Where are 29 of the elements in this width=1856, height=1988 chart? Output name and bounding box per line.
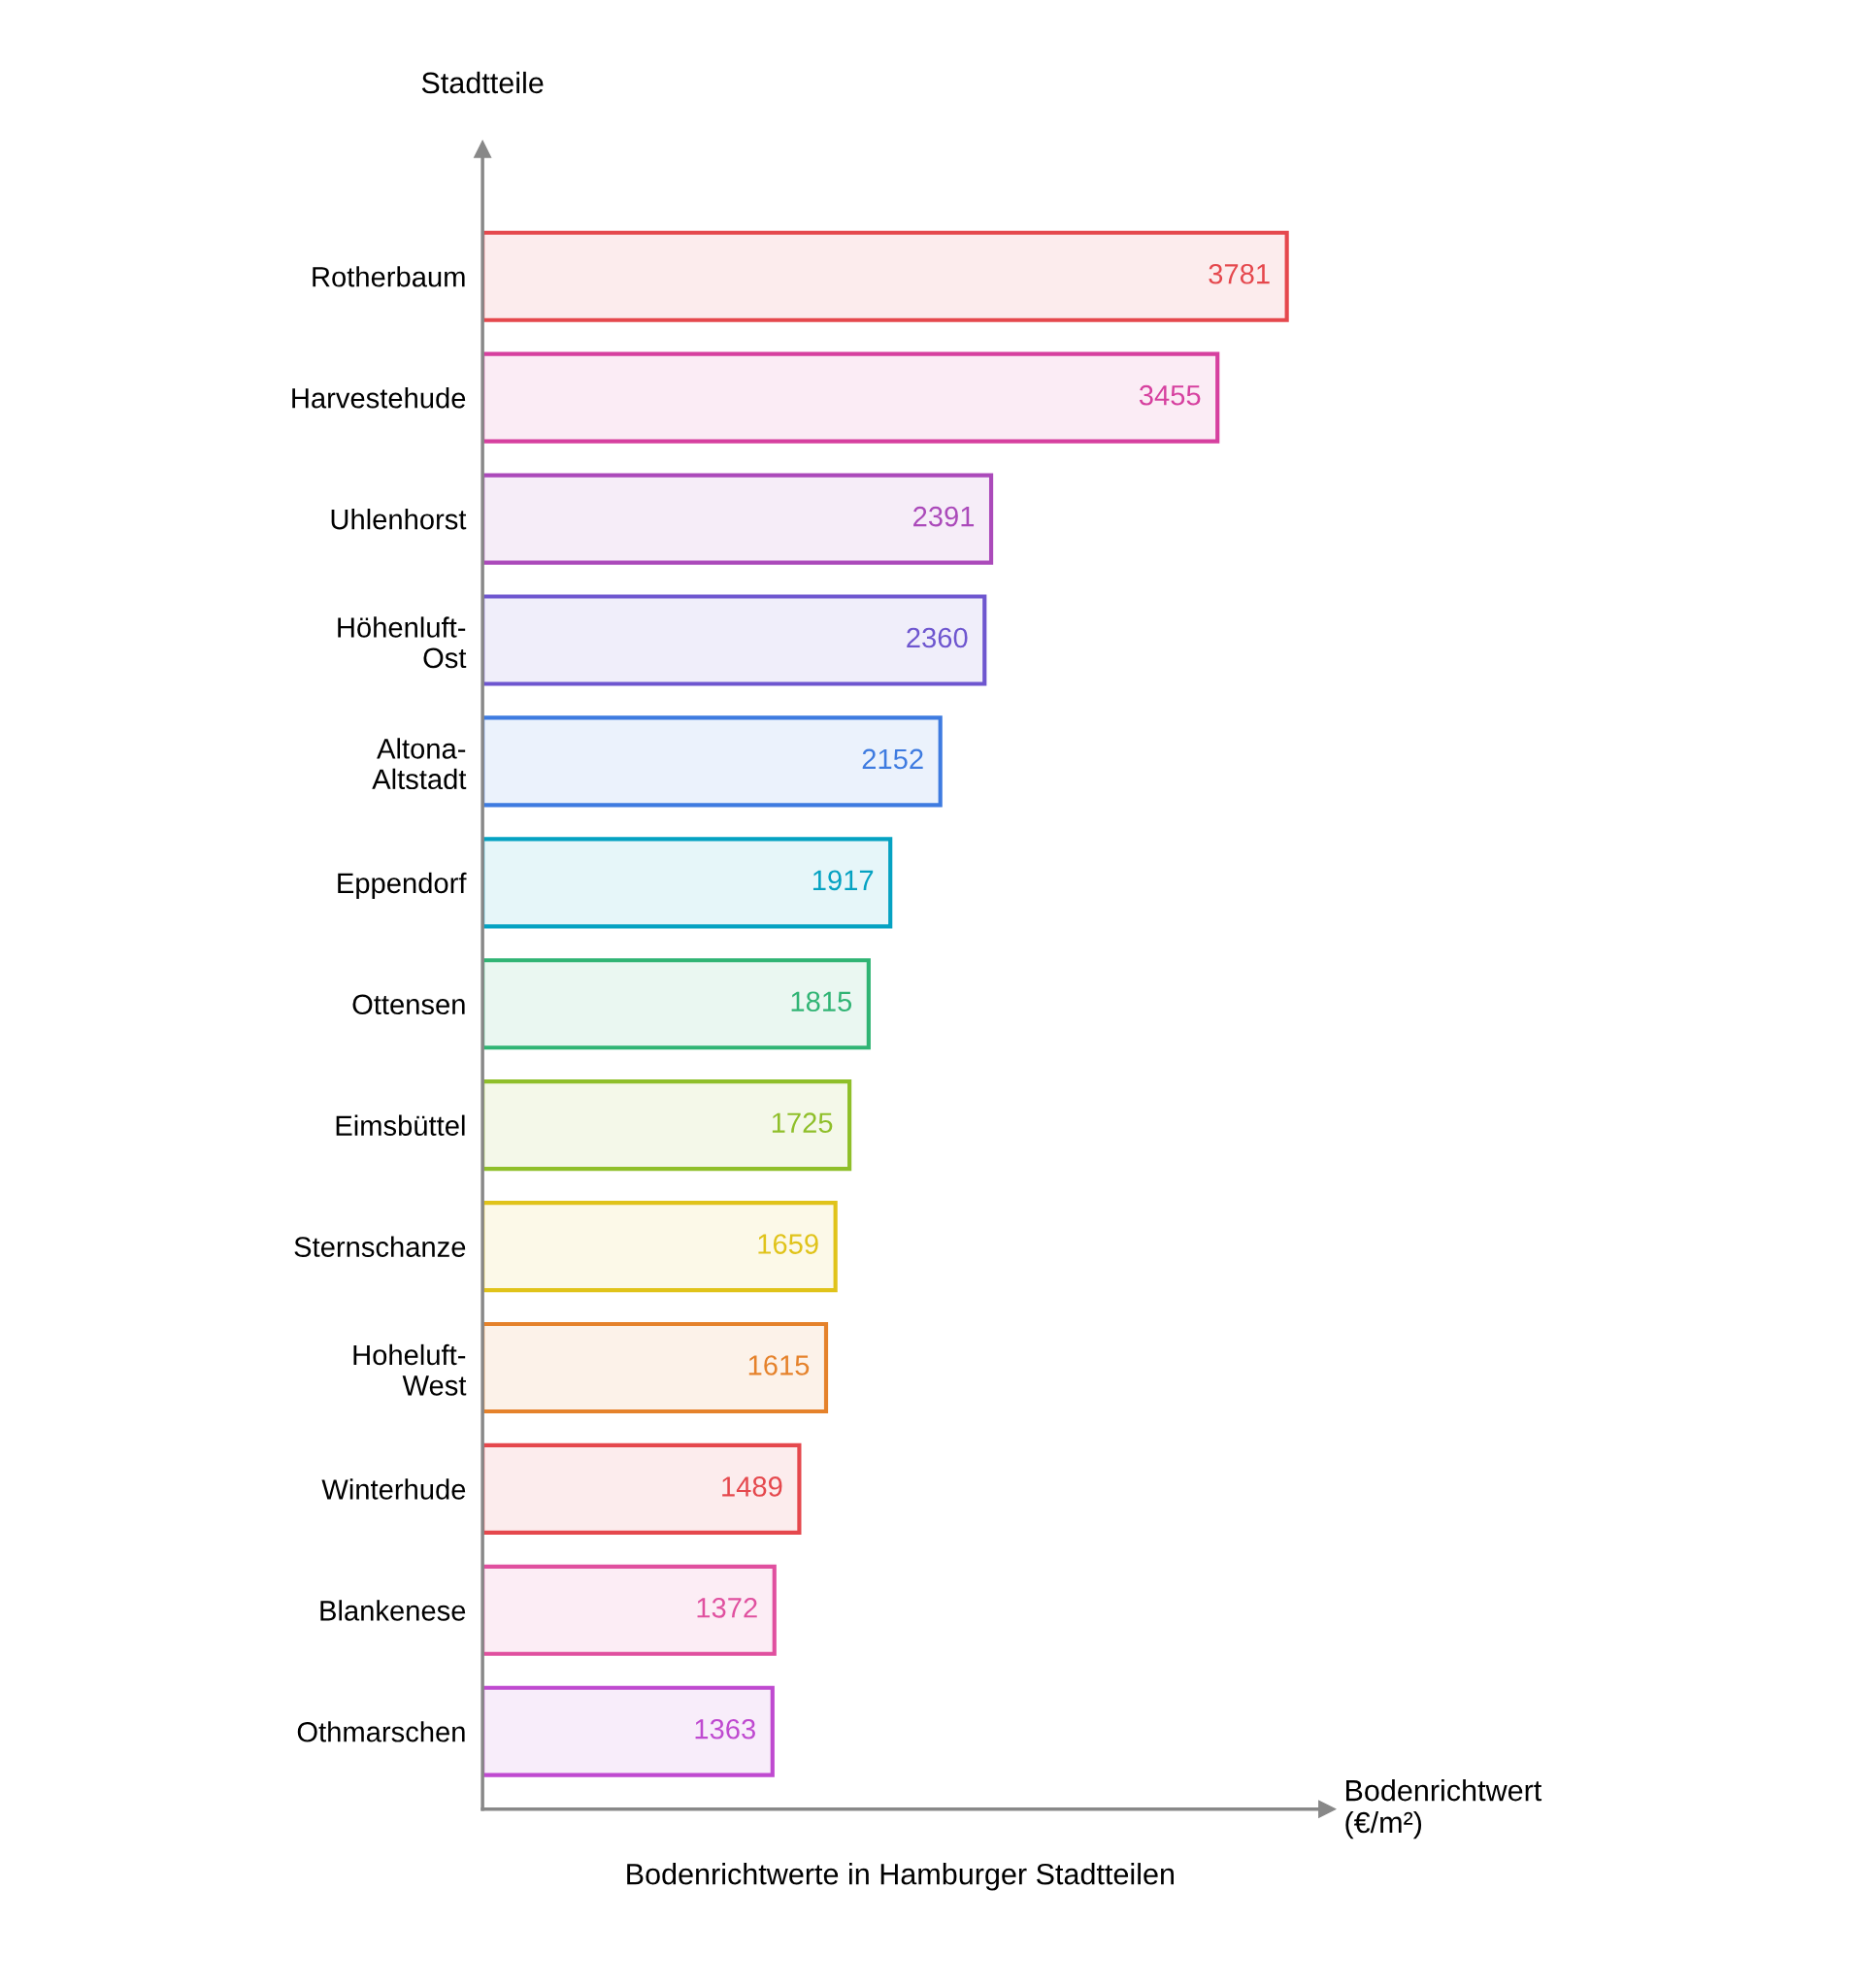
y-axis-title: Stadtteile — [421, 71, 544, 94]
y-tick-label: Rotherbaum — [313, 266, 465, 287]
y-tick-label: Ottensen — [352, 994, 465, 1015]
data-label: 1372 — [697, 1598, 757, 1618]
data-label: 1917 — [812, 870, 874, 891]
data-label: 2360 — [907, 627, 968, 648]
data-label: 1363 — [695, 1718, 755, 1740]
y-tick-label: Eimsbüttel — [336, 1114, 465, 1137]
x-axis-title: Bodenrichtwert (€/m²) — [1345, 1778, 1542, 1839]
y-tick-label: Blankenese — [320, 1600, 466, 1621]
y-tick-label: Harvestehude — [292, 387, 466, 409]
data-label: 1615 — [748, 1355, 810, 1375]
y-tick-label: Othmarschen — [297, 1721, 465, 1742]
data-label: 2391 — [913, 506, 975, 527]
data-label: 1659 — [758, 1234, 818, 1254]
text: Bodenrichtwerte in Hamburger Stadtteilen — [627, 1863, 1174, 1891]
data-label: 1489 — [722, 1476, 782, 1497]
y-tick-label: Eppendorf — [338, 872, 467, 899]
y-tick-label: Winterhude — [321, 1478, 466, 1500]
data-label: 2152 — [862, 748, 923, 770]
y-tick-label: Sternschanze — [294, 1236, 466, 1257]
data-label: 3455 — [1139, 384, 1201, 406]
data-label: 1725 — [772, 1112, 833, 1133]
y-tick-label: Altona- Altstadt — [372, 738, 467, 790]
y-tick-label: Höhenluft- Ost — [338, 616, 467, 669]
data-label: 3781 — [1209, 263, 1270, 284]
y-tick-label: Hoheluft- West — [353, 1343, 467, 1396]
y-tick-label: Uhlenhorst — [331, 509, 467, 530]
data-label: 1815 — [791, 991, 852, 1012]
